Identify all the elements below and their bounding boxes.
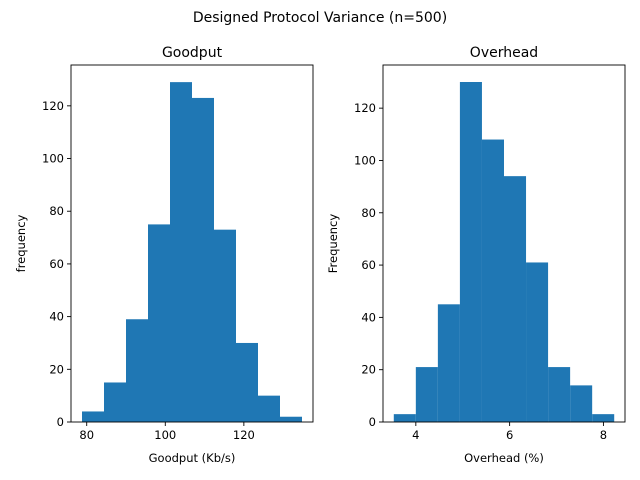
goodput-ylabel: frequency: [14, 214, 28, 272]
overhead-bar-0: [393, 414, 416, 422]
goodput-bar-9: [280, 416, 302, 422]
goodput-bar-3: [148, 224, 170, 422]
figure-title: Designed Protocol Variance (n=500): [193, 10, 447, 26]
overhead-bars: [393, 82, 615, 423]
goodput-ytick-label-4: 80: [49, 204, 64, 218]
goodput-bar-2: [126, 319, 148, 422]
goodput-panel: 80 100 120 0 20 40 60 80 100 120 Goodput Goodput …: [14, 45, 314, 465]
overhead-bar-1: [415, 367, 438, 422]
goodput-axes-frame: [70, 64, 314, 423]
goodput-ticks: 80 100 120 0 20 40 60 80 100 120: [42, 99, 255, 442]
overhead-ytick-label-0: 0: [369, 415, 376, 429]
goodput-ytick-label-5: 100: [42, 152, 64, 166]
overhead-bar-4: [481, 139, 504, 423]
overhead-ytick-label-3: 60: [361, 258, 376, 272]
overhead-bar-3: [459, 82, 482, 422]
goodput-ytick-label-0: 0: [57, 415, 64, 429]
overhead-bar-9: [592, 414, 615, 422]
overhead-ylabel: Frequency: [326, 214, 340, 274]
overhead-bar-6: [526, 262, 549, 422]
overhead-bar-2: [437, 304, 460, 422]
overhead-bar-8: [570, 385, 593, 422]
goodput-ytick-label-6: 120: [42, 99, 64, 113]
overhead-xlabel: Overhead (%): [464, 451, 544, 465]
goodput-bar-0: [82, 411, 104, 422]
goodput-ytick-label-3: 60: [49, 257, 64, 271]
goodput-title: Goodput: [162, 45, 223, 61]
overhead-ytick-label-6: 120: [354, 101, 376, 115]
goodput-xtick-label-1: 100: [154, 428, 176, 442]
goodput-bar-6: [214, 229, 236, 422]
goodput-ytick-label-2: 40: [49, 310, 64, 324]
goodput-bars: [82, 82, 302, 423]
overhead-ytick-label-4: 80: [361, 206, 376, 220]
overhead-ytick-label-2: 40: [361, 310, 376, 324]
overhead-axes-frame: [382, 64, 626, 423]
goodput-bar-5: [192, 97, 214, 423]
goodput-bar-4: [170, 82, 192, 422]
overhead-ytick-label-5: 100: [354, 153, 376, 167]
goodput-bar-1: [104, 382, 126, 422]
overhead-ytick-label-1: 20: [361, 363, 376, 377]
goodput-xtick-label-0: 80: [79, 428, 94, 442]
goodput-ytick-label-1: 20: [49, 362, 64, 376]
overhead-xtick-label-1: 6: [506, 428, 513, 442]
goodput-xtick-label-2: 120: [233, 428, 255, 442]
overhead-title: Overhead: [470, 45, 538, 61]
overhead-xtick-label-2: 8: [600, 428, 607, 442]
goodput-bar-8: [258, 395, 280, 422]
overhead-bar-7: [548, 367, 571, 422]
overhead-bar-5: [504, 176, 527, 422]
goodput-bar-7: [236, 342, 258, 422]
overhead-xtick-label-0: 4: [412, 428, 419, 442]
goodput-xlabel: Goodput (Kb/s): [149, 451, 236, 465]
